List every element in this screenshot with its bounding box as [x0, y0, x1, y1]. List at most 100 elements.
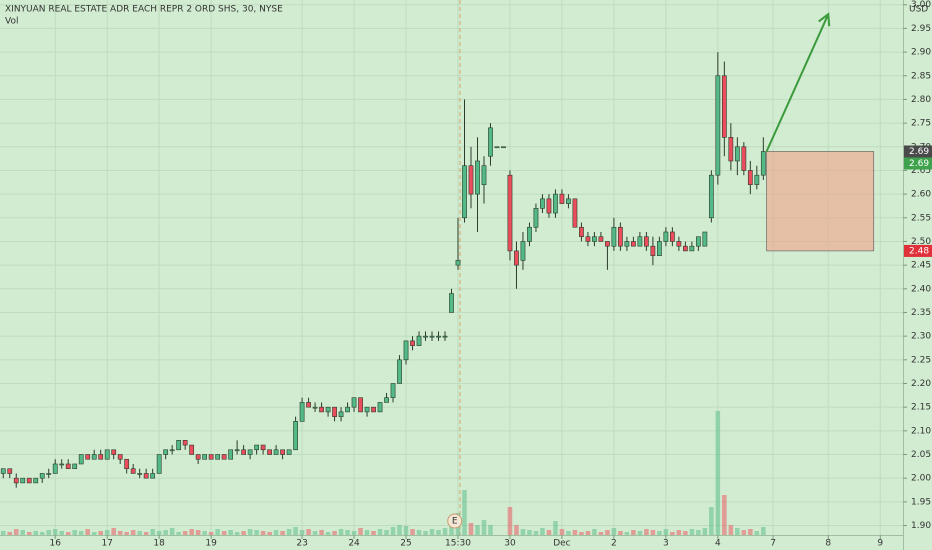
x-tick-label: 19: [205, 539, 217, 549]
volume-bar: [650, 530, 656, 535]
volume-bar: [715, 411, 721, 535]
candle-body: [104, 449, 110, 460]
y-tick-label: 2.95: [911, 24, 931, 34]
arrow-line: [765, 13, 830, 152]
candle-body: [715, 75, 721, 176]
candle-body: [553, 193, 558, 214]
candle-body: [7, 468, 13, 474]
candle-body: [273, 449, 279, 455]
x-tick-label: 23: [296, 539, 307, 549]
price-label-box: [904, 145, 932, 158]
candle-body: [403, 340, 409, 361]
candle-body: [572, 198, 578, 228]
candle-body: [241, 449, 246, 455]
y-tick-label: 1.90: [911, 521, 931, 531]
candle-body: [143, 473, 149, 479]
candle-body: [215, 454, 221, 460]
event-label: E: [452, 517, 458, 527]
candle-body: [669, 231, 675, 242]
volume-bar: [728, 525, 734, 535]
target-box: [766, 151, 875, 252]
y-tick-label: 2.90: [911, 48, 931, 58]
volume-bar: [670, 532, 675, 535]
price-label-box: [904, 157, 932, 170]
x-tick-label: 15:30: [445, 539, 471, 549]
volume-bar: [436, 530, 441, 535]
volume-bar: [416, 530, 422, 535]
y-tick-label: 2.80: [911, 95, 931, 105]
volume-bar: [423, 531, 428, 535]
volume-bar: [637, 531, 643, 535]
candle-body: [462, 165, 467, 219]
candle-body: [442, 335, 448, 338]
y-tick-label: 2.75: [911, 119, 931, 129]
candle-body: [39, 473, 45, 479]
volume-bar: [319, 530, 324, 535]
y-tick-label: 2.25: [911, 355, 931, 365]
volume-bar: [254, 530, 259, 535]
volume-bar: [514, 525, 519, 535]
volume-bar: [351, 531, 357, 535]
candle-body: [358, 397, 363, 413]
y-tick-label: 2.20: [911, 379, 931, 389]
volume-bar: [117, 531, 123, 535]
y-tick-label: 2.60: [911, 190, 931, 200]
volume-bar: [228, 530, 233, 535]
candle-body: [637, 236, 643, 247]
candle-body: [169, 449, 175, 452]
volume-bar: [46, 530, 51, 535]
candle-body: [624, 241, 630, 247]
candle-body: [734, 146, 740, 162]
volume-bar: [358, 528, 363, 535]
candle-body: [585, 236, 591, 242]
volume-bar: [442, 528, 448, 535]
candle-body: [754, 174, 760, 185]
volume-bar: [221, 531, 227, 535]
candle-body: [52, 463, 58, 474]
volume-bar: [20, 530, 26, 535]
volume-bar: [91, 532, 97, 535]
volume-bar: [579, 532, 584, 535]
volume-bar: [585, 531, 591, 535]
candle-body: [695, 236, 701, 247]
candle-body: [293, 421, 298, 451]
y-tick-label: 2.05: [911, 450, 931, 460]
candle-body: [663, 231, 669, 242]
y-tick-label: 2.55: [911, 213, 931, 223]
candle-body: [247, 449, 253, 455]
candle-body: [708, 174, 714, 219]
candle-body: [540, 198, 545, 209]
volume-bar: [345, 530, 350, 535]
candle-body: [533, 208, 539, 228]
candle-body: [228, 449, 234, 460]
volume-bar: [520, 529, 526, 535]
volume-bar: [202, 531, 207, 535]
x-tick-label: 30: [504, 539, 516, 549]
volume-bar: [403, 526, 409, 535]
volume-bar: [709, 507, 714, 535]
volume-bar: [247, 529, 253, 535]
volume-bar: [111, 528, 116, 535]
volume-bar: [429, 529, 435, 535]
volume-bar: [312, 531, 318, 535]
y-tick-label: 2.45: [911, 261, 931, 271]
candle-body: [747, 170, 753, 185]
candle-body: [501, 146, 506, 149]
volume-bar: [631, 530, 636, 535]
x-tick-label: 17: [101, 539, 112, 549]
candle-body: [345, 406, 350, 413]
volume-bar: [559, 529, 565, 535]
candle-body: [527, 226, 532, 242]
volume-bar: [566, 531, 571, 535]
candle-body: [598, 236, 604, 242]
volume-bar: [0, 531, 6, 535]
y-tick-label: 2.85: [911, 71, 931, 81]
volume-bar: [208, 532, 214, 535]
candle-body: [78, 454, 84, 465]
candle-body: [208, 454, 214, 460]
candle-body: [410, 340, 415, 346]
candle-body: [195, 454, 201, 460]
volume-bar: [761, 527, 766, 535]
candle-body: [117, 454, 123, 460]
